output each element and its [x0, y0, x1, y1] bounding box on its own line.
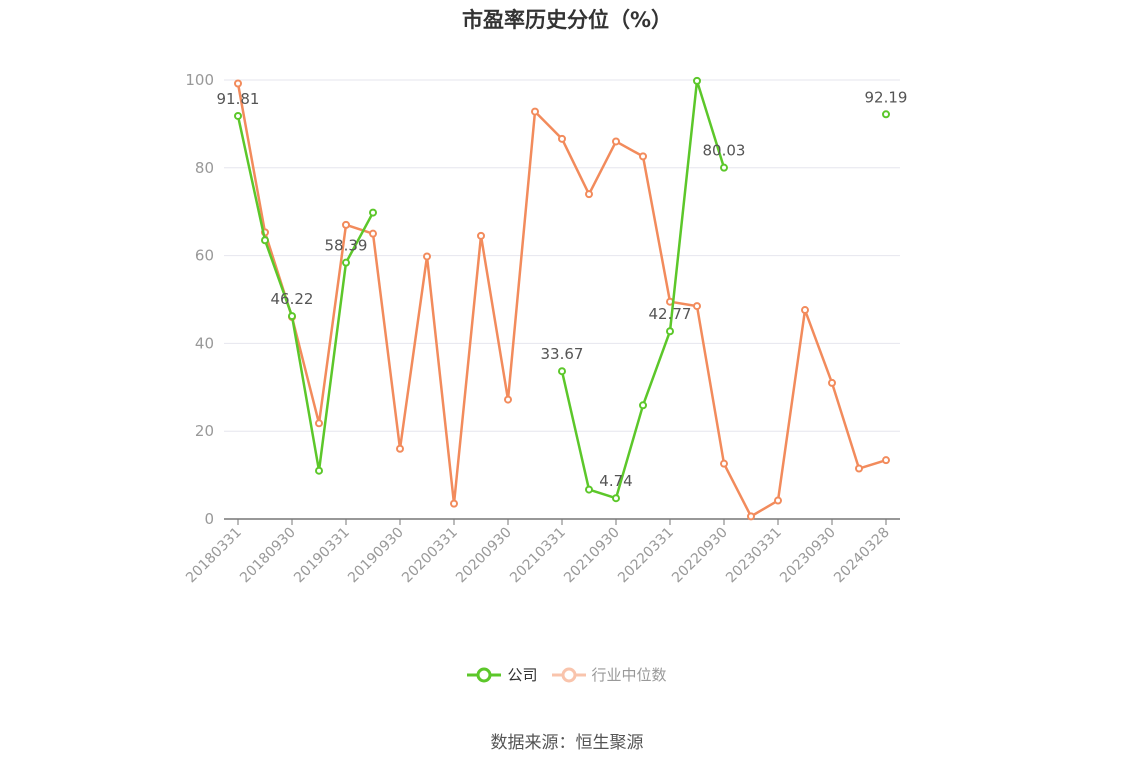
data-label: 42.77 [649, 305, 692, 323]
data-point-industry [828, 378, 836, 387]
x-tick-label: 20220930 [669, 525, 731, 587]
x-tick-label: 20230331 [723, 525, 785, 587]
data-label: 46.22 [271, 290, 314, 308]
y-tick-label: 40 [195, 334, 214, 352]
data-point-company [369, 208, 377, 217]
data-point-industry [531, 107, 539, 116]
data-label: 92.19 [865, 88, 908, 106]
series-line-industry [236, 83, 887, 518]
data-point-industry [747, 512, 755, 521]
data-point-industry [504, 395, 512, 404]
data-label: 91.81 [217, 90, 260, 108]
data-point-company [693, 76, 701, 85]
data-label: 58.39 [325, 237, 368, 255]
data-point-company [585, 485, 593, 494]
data-point-company [720, 163, 728, 172]
data-point-industry [720, 459, 728, 468]
data-point-company [234, 111, 242, 120]
data-point-industry [477, 231, 485, 240]
y-tick-label: 100 [185, 71, 214, 89]
x-tick-label: 20210930 [561, 525, 623, 587]
data-point-industry [450, 499, 458, 508]
data-label: 4.74 [599, 472, 632, 490]
data-point-industry [774, 496, 782, 505]
chart-title: 市盈率历史分位（%） [461, 8, 673, 32]
data-label: 80.03 [703, 142, 746, 160]
y-tick-label: 20 [195, 422, 214, 440]
data-point-company [612, 494, 620, 503]
x-tick-label: 20190930 [345, 525, 407, 587]
data-point-company [315, 466, 323, 475]
data-point-industry [315, 419, 323, 428]
x-tick-label: 20230930 [777, 525, 839, 587]
data-source: 数据来源：恒生聚源 [490, 733, 644, 753]
x-tick-label: 20180331 [183, 525, 245, 587]
series-line-company [236, 115, 375, 472]
legend-industry-label: 行业中位数 [591, 666, 667, 684]
data-point-industry [558, 134, 566, 143]
data-point-company [342, 258, 350, 267]
x-tick-label: 20220331 [615, 525, 677, 587]
data-point-industry [693, 302, 701, 311]
data-point-company [666, 327, 674, 336]
data-point-company [288, 312, 296, 321]
data-point-company [558, 367, 566, 376]
data-label: 33.67 [541, 345, 584, 363]
legend-company-icon [467, 667, 502, 682]
y-tick-label: 80 [195, 159, 214, 177]
data-point-industry [585, 190, 593, 199]
x-tick-label: 20240328 [831, 525, 893, 587]
data-point-company [882, 110, 890, 119]
x-tick-label: 20200331 [399, 525, 461, 587]
legend-item-industry[interactable]: 行业中位数 [551, 664, 667, 685]
legend-company-label: 公司 [507, 666, 538, 684]
x-tick-label: 20190331 [291, 525, 353, 587]
x-tick-label: 20200930 [453, 525, 515, 587]
data-point-industry [396, 444, 404, 453]
y-tick-label: 60 [195, 247, 214, 265]
data-point-industry [855, 464, 863, 473]
y-tick-label: 0 [204, 510, 214, 528]
x-tick-label: 20210331 [507, 525, 569, 587]
data-point-company [261, 236, 269, 245]
legend: 公司 行业中位数 [0, 664, 1134, 685]
data-point-industry [342, 220, 350, 229]
series-line-company [560, 79, 726, 500]
data-point-company [639, 401, 647, 410]
data-point-industry [423, 252, 431, 261]
legend-industry-icon [551, 667, 586, 682]
legend-item-company[interactable]: 公司 [467, 664, 538, 685]
data-point-industry [882, 456, 890, 465]
data-point-industry [612, 137, 620, 146]
data-point-industry [234, 79, 242, 88]
data-point-industry [369, 229, 377, 238]
x-tick-label: 20180930 [237, 525, 299, 587]
data-point-industry [639, 152, 647, 161]
data-point-industry [801, 306, 809, 315]
